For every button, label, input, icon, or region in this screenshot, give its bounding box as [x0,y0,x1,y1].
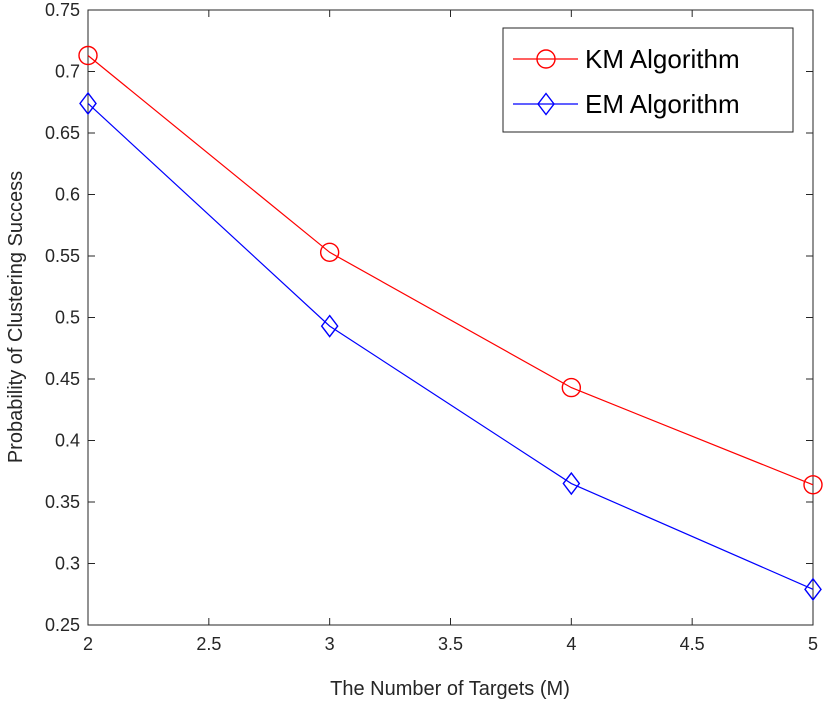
series-km [78,45,823,495]
y-tick-label: 0.25 [45,615,80,635]
y-tick-label: 0.4 [55,431,80,451]
y-tick-label: 0.55 [45,246,80,266]
series-line-km [87,55,814,486]
y-tick-labels: 0.25 0.3 0.35 0.4 0.45 0.5 0.55 0.6 0.65 0.7 0.75 [45,0,80,635]
y-tick-label: 0.6 [55,185,80,205]
y-tick-label: 0.7 [55,62,80,82]
data-point-em [79,91,97,116]
y-tick-label: 0.5 [55,308,80,328]
data-point-em [562,471,581,496]
x-tick-label: 3.5 [438,634,463,654]
legend-marker-km [536,49,556,69]
x-axis-title: The Number of Targets (M) [330,678,570,700]
y-axis-title: Probability of Clustering Success [5,171,27,463]
x-tick-label: 4 [566,634,576,654]
legend-label-km: KM Algorithm [585,44,740,74]
x-tick-label: 2.5 [196,634,221,654]
data-point-em [320,314,339,338]
data-point-km [803,475,823,495]
y-tick-label: 0.45 [45,369,80,389]
data-point-km [561,377,582,398]
axis-ticks [87,9,814,626]
legend-marker-em [537,92,555,116]
x-tick-label: 2 [83,634,93,654]
legend: KM Algorithm EM Algorithm [502,27,794,133]
data-point-em [804,577,822,601]
x-tick-label: 5 [808,634,818,654]
x-tick-labels: 2 2.5 3 3.5 4 4.5 5 [83,634,818,654]
series-em [79,91,822,601]
x-tick-label: 3 [325,634,335,654]
legend-label-em: EM Algorithm [585,89,740,119]
series-layer [78,45,823,601]
legend-entry-em: EM Algorithm [513,89,740,119]
y-tick-label: 0.65 [45,123,80,143]
legend-entries: KM Algorithm EM Algorithm [513,44,740,119]
x-tick-label: 4.5 [680,634,705,654]
legend-entry-km: KM Algorithm [513,44,740,74]
y-tick-label: 0.35 [45,492,80,512]
data-point-km [78,45,98,66]
legend-box [502,27,794,133]
y-tick-label: 0.3 [55,554,80,574]
y-tick-label: 0.75 [45,0,80,20]
data-point-km [319,242,340,263]
series-line-em [87,103,814,590]
